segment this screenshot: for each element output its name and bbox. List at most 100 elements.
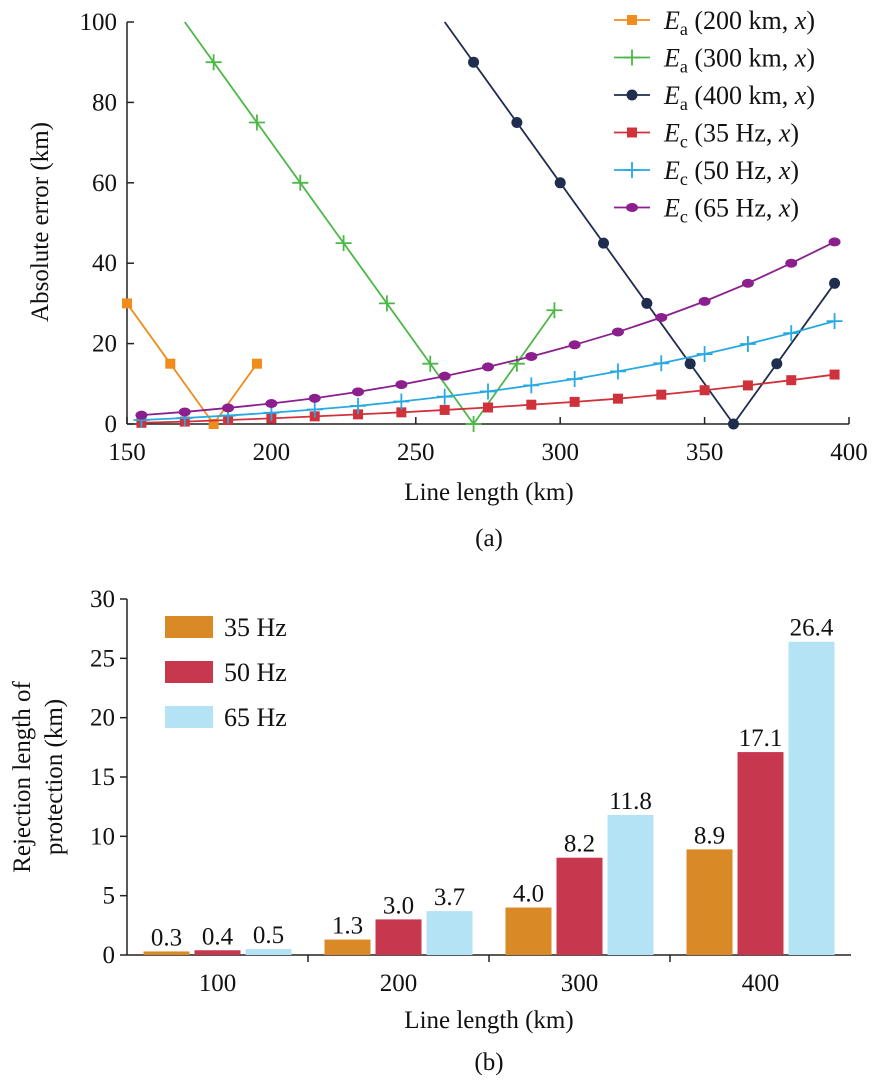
panel-a-data-point (698, 296, 711, 306)
panel-a-legend-entry-6: Ec (65 Hz, x) (614, 194, 799, 227)
panel-a-data-point (306, 401, 323, 418)
panel-a-data-point (251, 358, 262, 369)
panel-a-y-tick-label: 20 (92, 331, 117, 358)
panel-b-legend-swatch (165, 706, 213, 728)
panel-a-y-tick-label: 60 (92, 170, 117, 197)
panel-a-x-tick-label: 350 (686, 439, 724, 466)
panel-b-legend-entry-1: 35 Hz (165, 613, 287, 642)
panel-a-legend: Ea (200 km, x) Ea (300 km, x) Ea (400 km, … (614, 6, 815, 227)
panel-b-y-tick-label: 5 (103, 883, 116, 910)
panel-a-data-point (568, 340, 581, 350)
panel-b-data-label: 11.8 (609, 788, 652, 815)
panel-a-data-point (222, 403, 235, 413)
panel-a-data-point (566, 370, 583, 387)
panel-b-bar (686, 849, 733, 955)
panel-a-data-point (480, 383, 496, 400)
panel-a-data-point (335, 235, 352, 252)
panel-a-data-point (739, 336, 756, 353)
panel-a-data-point (554, 177, 566, 189)
panel-a-data-point (829, 277, 841, 289)
panel-b-y-tick-label: 0 (103, 942, 116, 969)
panel-a-x-tick-label: 400 (830, 439, 868, 466)
panel-a-data-point (727, 418, 739, 430)
panel-a-legend-marker (624, 49, 640, 66)
panel-b-data-label: 1.3 (332, 913, 363, 940)
panel-b-legend: 35 Hz 50 Hz 65 Hz (165, 613, 287, 732)
panel-b-data-label: 0.4 (202, 923, 234, 950)
panel-a-data-point (523, 377, 540, 394)
panel-a-data-point (465, 416, 482, 432)
panel-b: 0 5 10 15 20 25 30 100 200 300 400 0.3 0.4 0.5 1.3 3.0… (9, 586, 851, 1076)
panel-a-data-point (696, 346, 713, 363)
panel-a-legend-label: Ea (200 km, x) (663, 6, 815, 39)
panel-b-y-tick-label: 10 (90, 823, 115, 850)
panel-b-y-axis-title-line1: Rejection length of (9, 681, 36, 873)
panel-b-legend-entry-2: 50 Hz (165, 658, 287, 687)
panel-a-data-point (741, 278, 754, 288)
panel-a-data-point (483, 402, 493, 413)
panel-a-data-point (826, 313, 843, 330)
panel-a-data-point (655, 312, 668, 322)
panel-a-data-point (742, 380, 753, 391)
panel-b-bar (788, 641, 835, 955)
panel-a-y-tick-label: 80 (92, 89, 117, 116)
panel-a-data-point (598, 237, 610, 249)
panel-b-bar (143, 951, 190, 955)
panel-a-y-tick-label: 0 (105, 411, 118, 438)
panel-a-data-point (122, 298, 132, 309)
panel-a-data-point (439, 404, 450, 415)
panel-a-legend-label: Ea (400 km, x) (663, 81, 815, 114)
panel-b-label: (b) (474, 1049, 503, 1076)
panel-a-legend-entry-4: Ec (35 Hz, x) (614, 119, 799, 152)
panel-b-legend-entry-3: 65 Hz (165, 703, 287, 732)
panel-a-legend-label: Ec (35 Hz, x) (663, 119, 799, 152)
panel-b-data-label: 0.3 (151, 924, 182, 951)
panel-b-x-tick-label: 300 (561, 970, 599, 997)
panel-b-data-label: 8.2 (564, 831, 595, 858)
panel-a-data-point (208, 419, 219, 429)
panel-a-legend-entry-5: Ec (50 Hz, x) (614, 156, 799, 189)
panel-a-data-point (828, 237, 841, 247)
panel-b-x-tick-label: 100 (199, 970, 237, 997)
panel-b-bar (426, 911, 473, 955)
panel-a-data-point (526, 399, 537, 410)
panel-a-data-point (178, 407, 191, 417)
panel-b-bar (324, 939, 371, 955)
panel-b-data-label: 0.5 (253, 922, 284, 949)
panel-a-data-point (482, 362, 494, 372)
panel-a-data-point (699, 385, 710, 396)
panel-b-y-axis-title-line2: protection (km) (41, 699, 68, 855)
panel-b-legend-label: 65 Hz (224, 703, 287, 732)
panel-b-legend-label: 35 Hz (224, 613, 287, 642)
panel-a-data-point (135, 410, 148, 420)
panel-b-legend-label: 50 Hz (224, 658, 287, 687)
panel-a-data-point (422, 355, 439, 372)
panel-a-legend-entry-1: Ea (200 km, x) (614, 6, 815, 39)
panel-b-x-tick-label: 400 (742, 970, 780, 997)
panel-a-data-point (656, 389, 667, 400)
panel-a-series-2 (184, 21, 563, 432)
panel-a-data-point (653, 355, 670, 372)
panel-a-legend-entry-2: Ea (300 km, x) (614, 44, 815, 77)
panel-a-label: (a) (475, 525, 503, 552)
panel-a-data-point (350, 397, 367, 414)
panel-a-data-point (611, 327, 624, 337)
panel-b-data-label: 17.1 (739, 725, 783, 752)
panel-b-bar (505, 907, 552, 955)
panel-a-series (122, 21, 843, 432)
panel-a-data-point (569, 396, 580, 407)
panel-a-data-point (438, 371, 451, 381)
panel-a-legend-label: Ec (65 Hz, x) (663, 194, 799, 227)
panel-a-y-axis-title: Absolute error (km) (27, 122, 54, 322)
panel-a-data-point (786, 375, 797, 386)
panel-b-bar (737, 752, 784, 955)
panel-a-data-point (352, 387, 365, 397)
panel-b-axes: 0 5 10 15 20 25 30 100 200 300 400 (90, 586, 851, 997)
panel-b-bar (556, 857, 603, 955)
panel-a-data-point (436, 388, 453, 405)
panel-a-y-tick-label: 100 (80, 9, 118, 36)
panel-a-data-point (641, 297, 653, 309)
panel-a-data-point (165, 358, 176, 369)
panel-b-bar (194, 950, 241, 955)
